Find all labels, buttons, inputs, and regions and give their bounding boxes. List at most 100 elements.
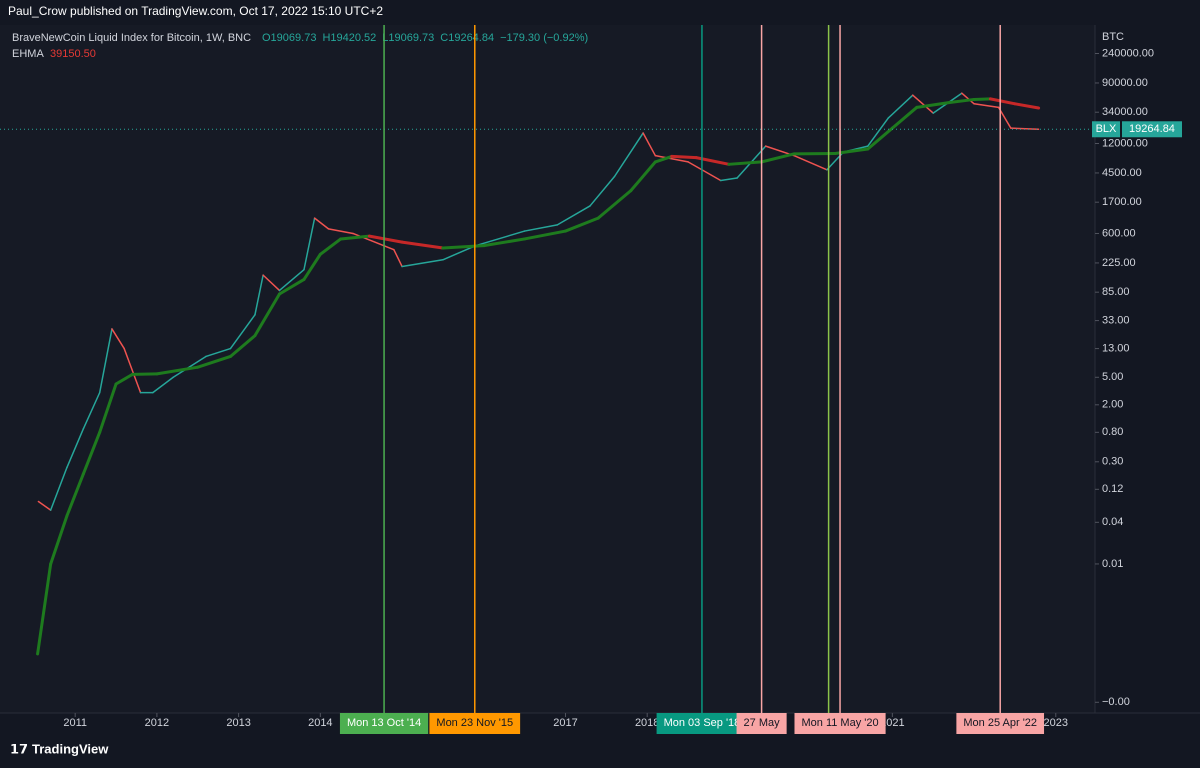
line-segment [172,355,207,379]
line-segment [253,292,281,338]
line-segment [687,161,722,182]
event-label: Mon 25 Apr '22 [963,717,1037,729]
y-tick-label: 12000.00 [1102,137,1148,149]
line-segment [123,347,142,394]
x-tick-label: 2014 [308,717,332,729]
event-label: Mon 23 Nov '15 [436,717,513,729]
ohlc-value: L19069.73 [382,32,434,44]
event-label: Mon 13 Oct '14 [347,717,421,729]
line-segment [81,430,102,476]
y-tick-label: 0.30 [1102,456,1123,468]
y-tick-label: 2.00 [1102,399,1123,411]
y-tick-label: 600.00 [1102,227,1136,239]
line-segment [912,94,934,114]
line-segment [302,252,322,281]
y-tick-label: 13.00 [1102,342,1130,354]
currency: BTC [1102,31,1124,43]
line-segment [887,94,914,119]
event-label-box [794,713,886,734]
line-segment [972,97,992,101]
price-tag-name: BLX [1096,123,1117,135]
y-tick-label: 240000.00 [1102,47,1154,59]
y-tick-label: 0.12 [1102,483,1123,495]
event-label: 27 May [744,717,781,729]
line-segment [254,274,264,316]
brand: TradingView [32,741,109,756]
line-segment [205,347,232,358]
line-segment [727,160,764,166]
line-segment [303,217,316,271]
line-segment [262,274,281,292]
event-label-box [429,713,521,734]
legend-name: EHMA [12,48,44,60]
line-segment [523,224,559,232]
line-segment [155,365,200,376]
line-segment [890,105,919,130]
y-tick-label: 5.00 [1102,371,1123,383]
event-label-box [736,713,787,734]
line-segment [111,328,125,350]
event-label: Mon 03 Sep '18 [664,717,741,729]
line-segment [760,152,796,164]
line-segment [948,97,976,104]
line-segment [482,237,527,248]
line-segment [988,97,1017,106]
line-segment [642,132,657,157]
y-tick-label: 0.04 [1102,516,1123,528]
line-segment [393,248,403,268]
y-tick-label: 1700.00 [1102,196,1142,208]
x-tick-label: 2021 [880,717,904,729]
line-segment [866,126,894,151]
line-segment [401,259,444,268]
line-segment [66,428,85,469]
event-label-box [339,713,429,734]
line-segment [98,382,118,434]
line-segment [563,216,600,233]
event-label-box [656,713,748,734]
y-tick-label: 33.00 [1102,315,1130,327]
line-segment [961,92,975,105]
line-segment [339,234,371,241]
line-segment [442,244,477,261]
line-segment [523,229,567,241]
y-tick-label: 90000.00 [1102,77,1148,89]
price-tag-value: 19264.84 [1129,123,1175,135]
line-segment [130,372,159,376]
line-segment [278,268,305,292]
line-segment [65,472,85,518]
x-tick-label: 2018 [635,717,659,729]
line-segment [719,177,738,182]
line-segment [229,314,256,350]
y-tick-label: 0.80 [1102,426,1123,438]
price-tag [1092,121,1120,138]
ohlc-value: −179.30 (−0.92%) [500,32,588,44]
line-segment [613,132,644,178]
line-segment [36,562,53,656]
event-label: Mon 11 May '20 [801,717,878,729]
line-segment [793,154,828,171]
legend-value: 39150.50 [50,48,96,60]
line-segment [82,391,101,430]
logo-mark: 𝟭𝟳 [10,741,28,756]
line-segment [98,328,113,394]
line-segment [1013,102,1041,110]
ohlc-value: H19420.52 [322,32,376,44]
y-tick-label: 4500.00 [1102,167,1142,179]
line-segment [973,103,1000,109]
line-segment [318,237,343,256]
y-tick-label: 34000.00 [1102,106,1148,118]
price-tag [1122,121,1182,138]
line-segment [37,500,52,511]
line-segment [327,228,354,235]
line-segment [654,154,689,163]
line-segment [596,189,633,220]
x-tick-label: 2017 [553,717,577,729]
line-segment [367,234,404,244]
line-segment [196,354,232,369]
line-segment [277,277,306,296]
line-segment [114,372,134,386]
y-tick-label: −0.00 [1102,696,1130,708]
x-tick-label: 2023 [1044,717,1068,729]
